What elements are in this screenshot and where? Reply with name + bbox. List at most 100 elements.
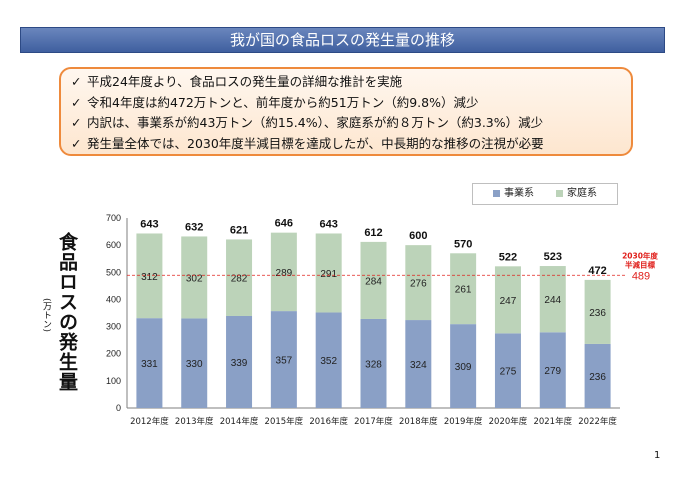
legend-label: 事業系	[504, 188, 534, 199]
bar-business	[539, 332, 566, 408]
y-tick-label: 100	[106, 376, 121, 386]
legend-item-business: 事業系	[493, 187, 534, 201]
x-tick-label: 2021年度	[533, 416, 572, 427]
x-tick-label: 2012年度	[130, 416, 169, 427]
page-number: 1	[654, 450, 661, 461]
data-label-household: 312	[141, 272, 158, 283]
x-tick-label: 2018年度	[399, 416, 438, 427]
bar-household	[315, 233, 342, 313]
total-label: 522	[499, 251, 517, 263]
page-title: 我が国の食品ロスの発生量の推移	[20, 27, 665, 53]
bar-household	[270, 232, 297, 312]
data-label-household: 244	[544, 295, 561, 306]
bar-business	[584, 343, 611, 408]
bar-household	[584, 279, 611, 344]
x-tick-label: 2015年度	[265, 416, 304, 427]
data-label-business: 331	[141, 359, 158, 370]
bar-household	[136, 233, 163, 319]
total-label: 523	[544, 251, 562, 263]
bar-business	[494, 333, 521, 408]
legend-label: 家庭系	[567, 188, 597, 199]
data-label-business: 236	[589, 372, 606, 383]
x-tick-label: 2020年度	[489, 416, 528, 427]
bar-household	[226, 239, 253, 316]
data-label-household: 291	[320, 269, 337, 280]
summary-line: ✓ 発生量全体では、2030年度半減目標を達成したが、中長期的な推移の注視が必要	[71, 134, 631, 155]
total-label: 570	[454, 238, 472, 250]
y-tick-label: 300	[106, 322, 121, 332]
summary-box: ✓ 平成24年度より、食品ロスの発生量の詳細な推計を実施 ✓ 令和4年度は約472万…	[59, 67, 633, 156]
bar-business	[270, 311, 297, 408]
y-tick-label: 700	[106, 213, 121, 223]
bar-household	[405, 245, 432, 321]
bar-household	[450, 253, 477, 325]
total-label: 643	[140, 218, 158, 230]
data-label-household: 276	[410, 279, 427, 290]
total-label: 621	[230, 224, 248, 236]
data-label-business: 339	[231, 358, 248, 369]
bar-household	[494, 266, 521, 334]
bar-business	[136, 318, 163, 408]
data-label-household: 236	[589, 308, 606, 319]
bar-business	[181, 318, 208, 408]
x-tick-label: 2019年度	[444, 416, 483, 427]
total-label: 646	[275, 218, 293, 230]
y-tick-label: 600	[106, 240, 121, 250]
data-label-household: 284	[365, 276, 382, 287]
y-axis-label: 食品ロスの発生量	[56, 232, 78, 392]
x-tick-label: 2016年度	[309, 416, 348, 427]
chart-legend: 事業系 家庭系	[472, 183, 618, 205]
summary-text: 発生量全体では、2030年度半減目標を達成したが、中長期的な推移の注視が必要	[87, 135, 544, 151]
total-label: 643	[320, 218, 338, 230]
target-value-label: 489	[632, 270, 650, 282]
data-label-business: 330	[186, 359, 203, 370]
x-tick-label: 2013年度	[175, 416, 214, 427]
y-tick-label: 500	[106, 267, 121, 277]
legend-swatch	[556, 189, 563, 197]
bar-business	[315, 312, 342, 408]
legend-swatch	[493, 189, 500, 197]
total-label: 600	[409, 230, 427, 242]
x-tick-label: 2017年度	[354, 416, 393, 427]
y-axis-unit: (万トン)	[41, 298, 51, 333]
data-label-business: 309	[455, 362, 472, 373]
bar-business	[450, 324, 477, 408]
data-label-business: 328	[365, 359, 382, 370]
data-label-business: 324	[410, 360, 427, 371]
bar-household	[181, 236, 208, 319]
bar-household	[539, 266, 566, 333]
y-axis-title: 食品ロスの発生量 (万トン)	[41, 222, 82, 412]
data-label-household: 282	[231, 274, 248, 285]
y-tick-label: 0	[116, 403, 121, 413]
data-label-business: 352	[320, 356, 337, 367]
bar-business	[226, 315, 253, 408]
total-label: 472	[588, 265, 606, 277]
bar-business	[405, 320, 432, 408]
check-icon: ✓	[71, 135, 82, 151]
data-label-household: 302	[186, 273, 203, 284]
bar-business	[360, 318, 387, 408]
total-label: 612	[364, 227, 382, 239]
total-label: 632	[185, 221, 203, 233]
summary-text: 令和4年度は約472万トンと、前年度から約51万トン（約9.8%）減少	[87, 94, 479, 110]
legend-item-household: 家庭系	[556, 187, 597, 201]
target-label: 2030年度	[622, 250, 658, 260]
check-icon: ✓	[71, 115, 82, 130]
target-label: 半減目標	[625, 259, 655, 269]
y-tick-label: 400	[106, 294, 121, 304]
x-tick-label: 2022年度	[578, 416, 617, 427]
y-tick-label: 200	[106, 349, 121, 359]
summary-text: 内訳は、事業系が約43万トン（約15.4%）、家庭系が約８万トン（約3.3%）減…	[87, 115, 544, 130]
bar-household	[360, 241, 387, 319]
data-label-household: 289	[276, 268, 293, 279]
data-label-household: 261	[455, 285, 472, 296]
check-icon: ✓	[71, 94, 82, 110]
data-label-household: 247	[500, 296, 517, 307]
check-icon: ✓	[71, 74, 82, 89]
summary-line: ✓ 令和4年度は約472万トンと、前年度から約51万トン（約9.8%）減少	[71, 93, 631, 114]
data-label-business: 279	[544, 366, 561, 377]
summary-line: ✓ 内訳は、事業系が約43万トン（約15.4%）、家庭系が約８万トン（約3.3%）…	[71, 113, 631, 134]
data-label-business: 357	[276, 356, 293, 367]
x-tick-label: 2014年度	[220, 416, 259, 427]
